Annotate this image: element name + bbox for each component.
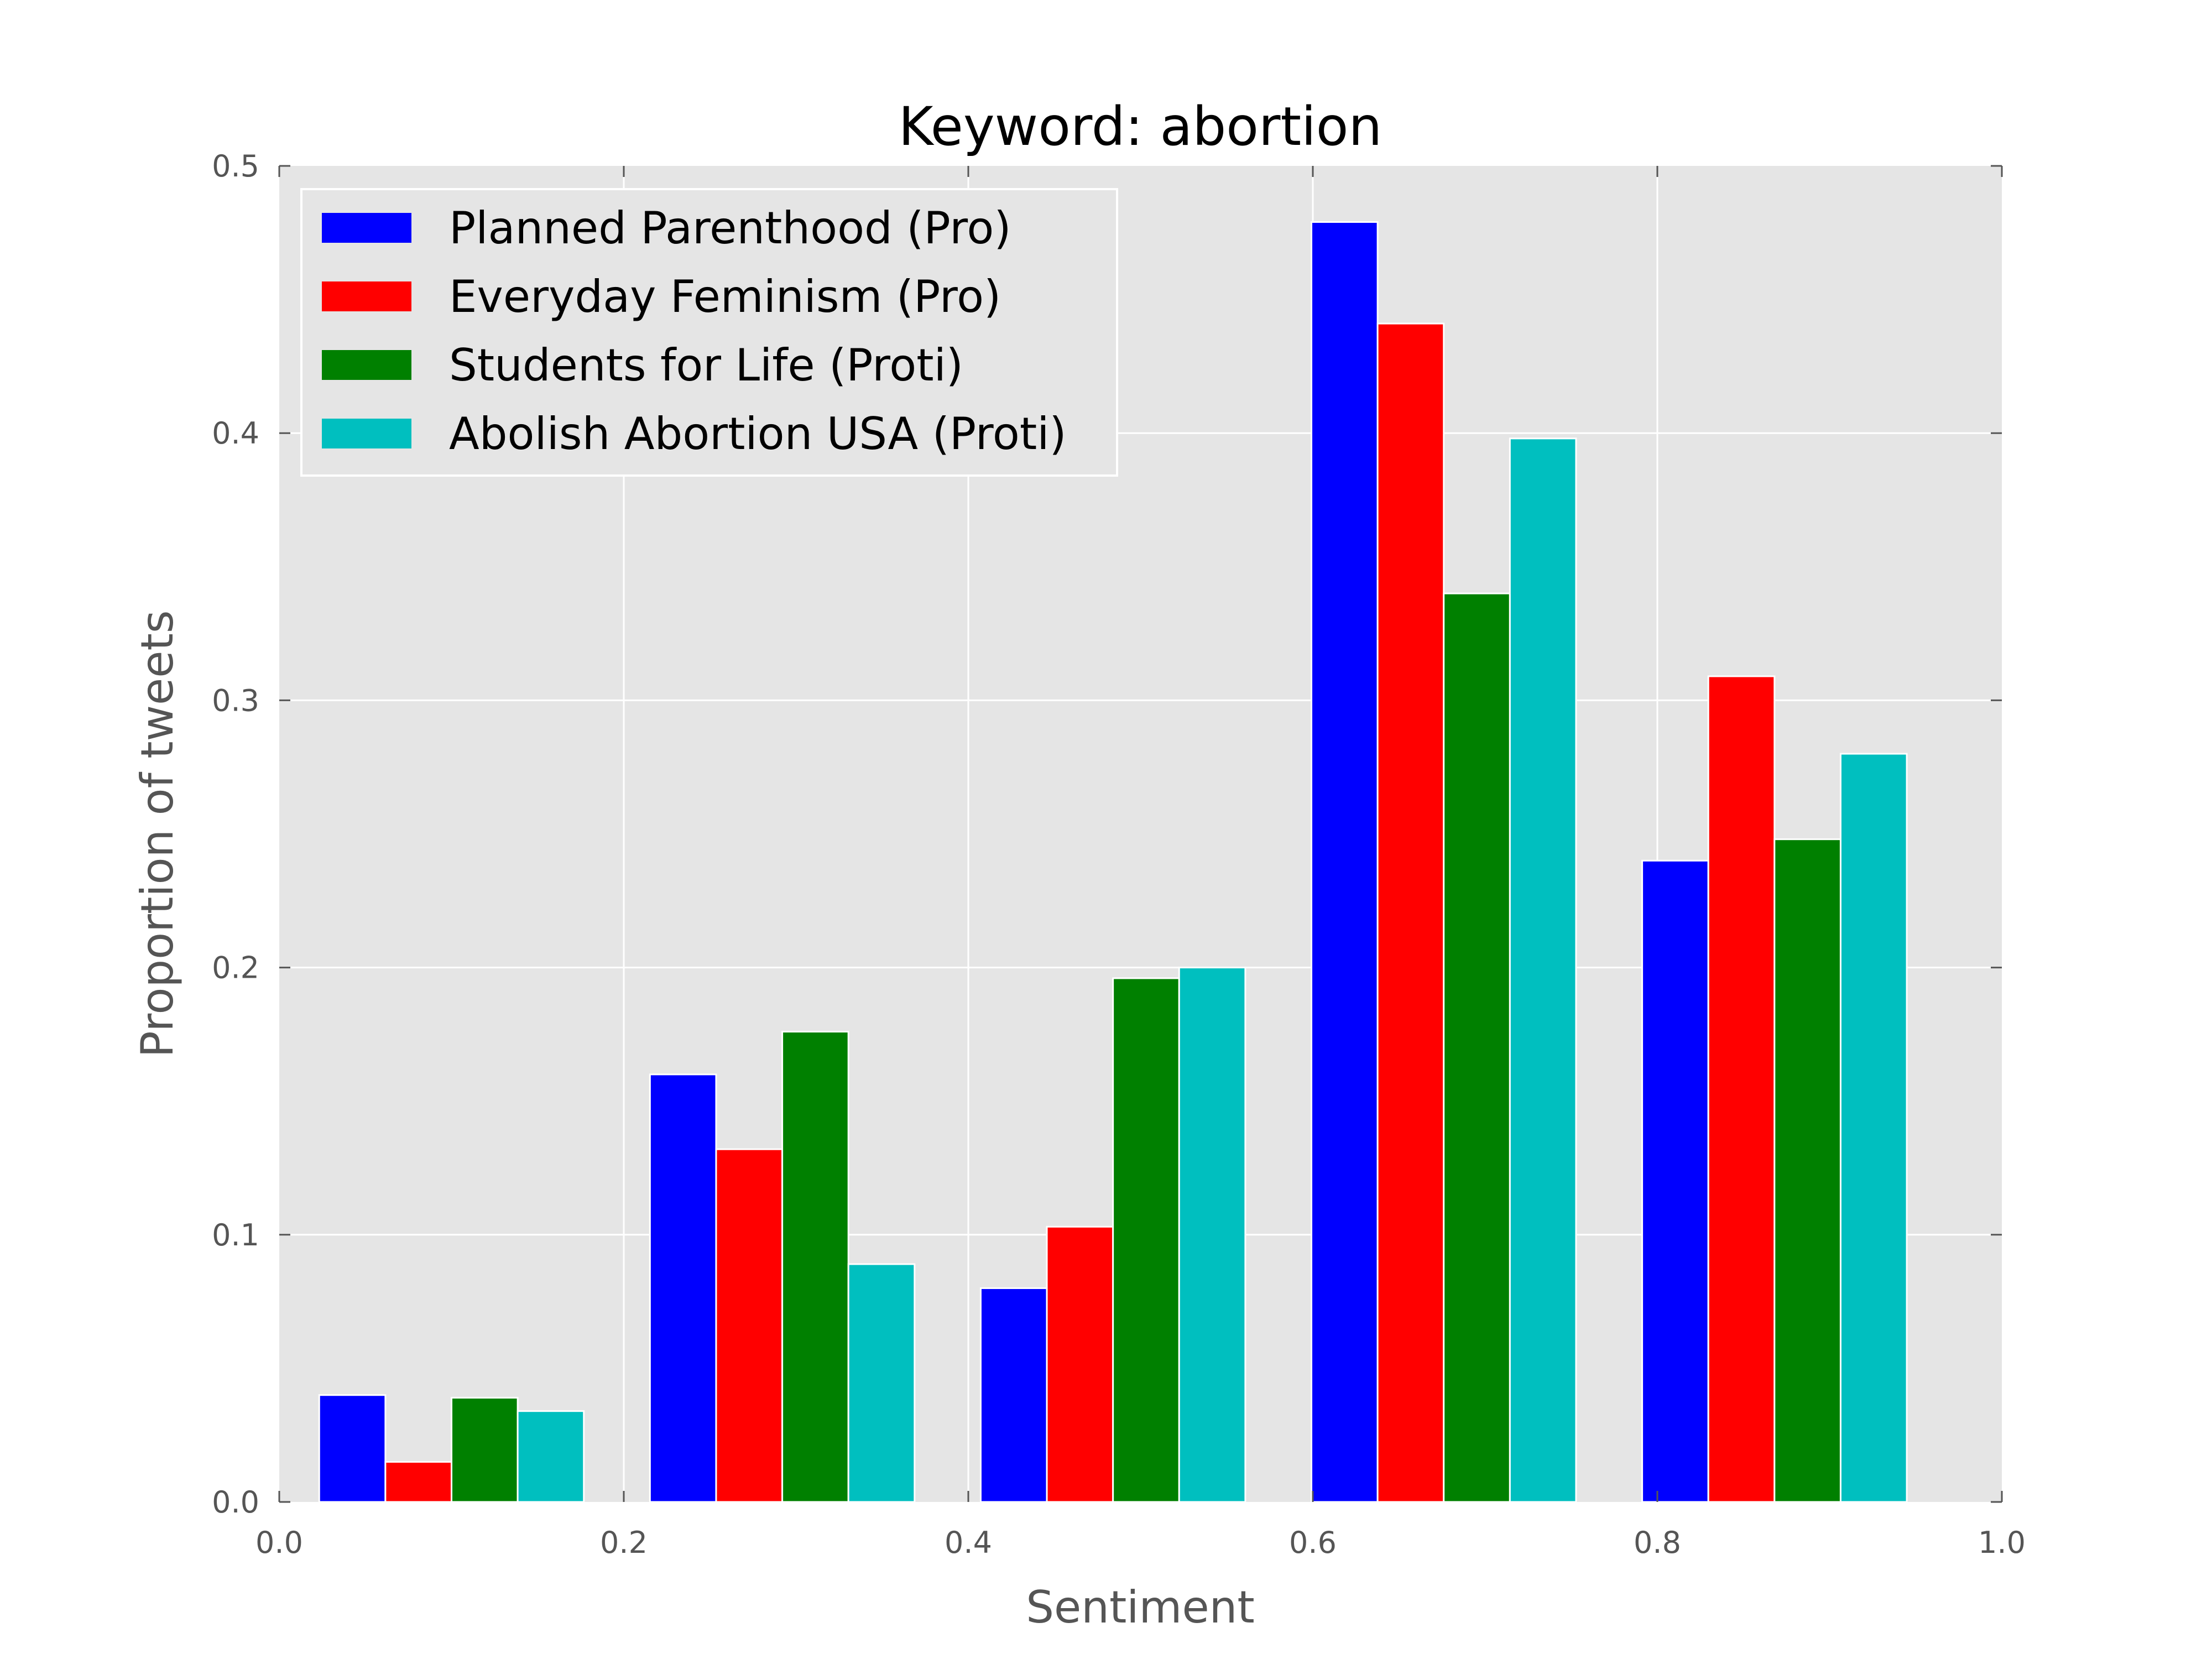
bar — [517, 1410, 585, 1503]
ticks — [278, 165, 2003, 1503]
bar — [1376, 322, 1445, 1503]
y-tick-labels: 0.0 0.1 0.2 0.3 0.4 0.5 — [212, 149, 259, 1520]
bar — [847, 1263, 916, 1503]
bar — [1311, 221, 1379, 1503]
legend-swatch — [322, 213, 411, 243]
y-tick-label: 0.3 — [212, 683, 259, 718]
x-axis-label: Sentiment — [1026, 1582, 1255, 1633]
bar — [451, 1397, 519, 1503]
chart-title: Keyword: abortion — [899, 96, 1383, 158]
legend-label: Everyday Feminism (Pro) — [449, 271, 1001, 322]
bar — [1178, 967, 1246, 1503]
y-tick-label: 0.4 — [212, 416, 259, 451]
x-tick-labels: 0.0 0.2 0.4 0.6 0.8 1.0 — [255, 1525, 2026, 1560]
bar — [781, 1031, 849, 1503]
x-tick-label: 0.0 — [255, 1525, 303, 1560]
legend-swatch — [322, 419, 411, 448]
bar — [1773, 838, 1841, 1503]
bar — [384, 1461, 452, 1503]
bar — [979, 1287, 1048, 1503]
bar — [1707, 675, 1776, 1503]
y-tick-label: 0.2 — [212, 951, 259, 985]
x-tick-label: 0.8 — [1634, 1525, 1681, 1560]
legend-box — [300, 188, 1118, 477]
y-tick-label: 0.5 — [212, 149, 259, 184]
bar — [1112, 977, 1180, 1503]
legend-label: Planned Parenthood (Pro) — [449, 202, 1011, 254]
legend-label: Students for Life (Proti) — [449, 340, 963, 391]
bar — [318, 1394, 387, 1503]
legend-swatch — [322, 281, 411, 311]
x-tick-label: 1.0 — [1978, 1525, 2026, 1560]
bar — [715, 1148, 784, 1503]
legend-swatch — [322, 350, 411, 380]
bar — [1443, 592, 1511, 1503]
legend-label: Abolish Abortion USA (Proti) — [449, 408, 1067, 460]
bar — [1046, 1225, 1114, 1503]
bar — [649, 1073, 717, 1503]
x-tick-label: 0.4 — [945, 1525, 992, 1560]
legend: Planned Parenthood (Pro) Everyday Feminis… — [300, 188, 1118, 477]
bar — [1839, 753, 1908, 1503]
x-tick-label: 0.2 — [600, 1525, 648, 1560]
x-tick-label: 0.6 — [1289, 1525, 1337, 1560]
y-tick-label: 0.1 — [212, 1218, 259, 1253]
bars — [318, 221, 1908, 1503]
y-axis-label: Proportion of tweets — [132, 610, 183, 1057]
y-tick-label: 0.0 — [212, 1485, 259, 1520]
bar — [1641, 859, 1709, 1503]
bar — [1509, 437, 1577, 1503]
